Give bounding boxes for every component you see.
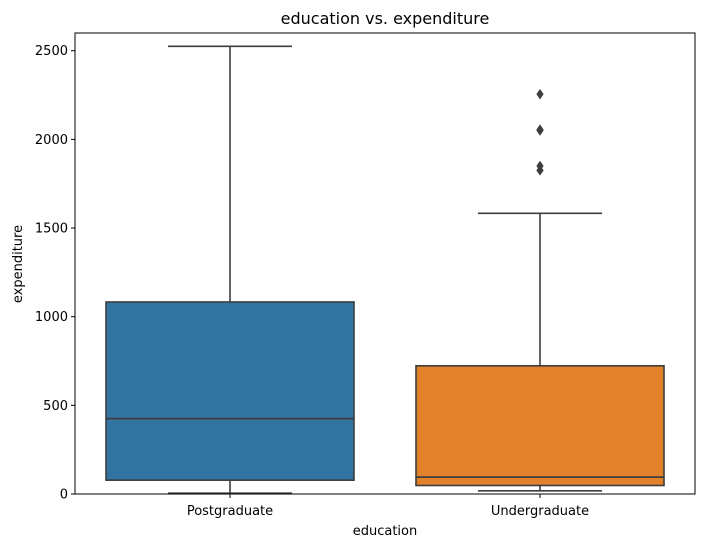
x-tick-label-postgraduate: Postgraduate bbox=[187, 504, 273, 519]
y-tick-label: 500 bbox=[43, 399, 68, 414]
box-group-undergraduate bbox=[415, 88, 665, 492]
y-axis: 0 500 1000 1500 2000 2500 bbox=[35, 44, 75, 503]
x-tick-label-undergraduate: Undergraduate bbox=[491, 504, 589, 519]
x-axis: Postgraduate Undergraduate bbox=[187, 494, 589, 519]
plot-area bbox=[74, 32, 696, 495]
chart-title: education vs. expenditure bbox=[281, 9, 490, 28]
y-tick-label: 2500 bbox=[35, 44, 68, 59]
y-tick-label: 0 bbox=[60, 488, 68, 503]
outlier-point bbox=[536, 124, 544, 135]
y-axis-title: expenditure bbox=[11, 225, 26, 303]
y-tick-label: 1000 bbox=[35, 310, 68, 325]
outlier-point bbox=[536, 88, 544, 100]
y-tick-label: 2000 bbox=[35, 133, 68, 148]
iqr-box bbox=[105, 301, 355, 481]
plot-frame bbox=[74, 32, 696, 495]
y-tick-label: 1500 bbox=[35, 222, 68, 237]
iqr-box bbox=[415, 365, 665, 487]
x-axis-title: education bbox=[353, 524, 418, 539]
box-group-postgraduate bbox=[105, 45, 355, 494]
outlier-point bbox=[536, 160, 544, 172]
